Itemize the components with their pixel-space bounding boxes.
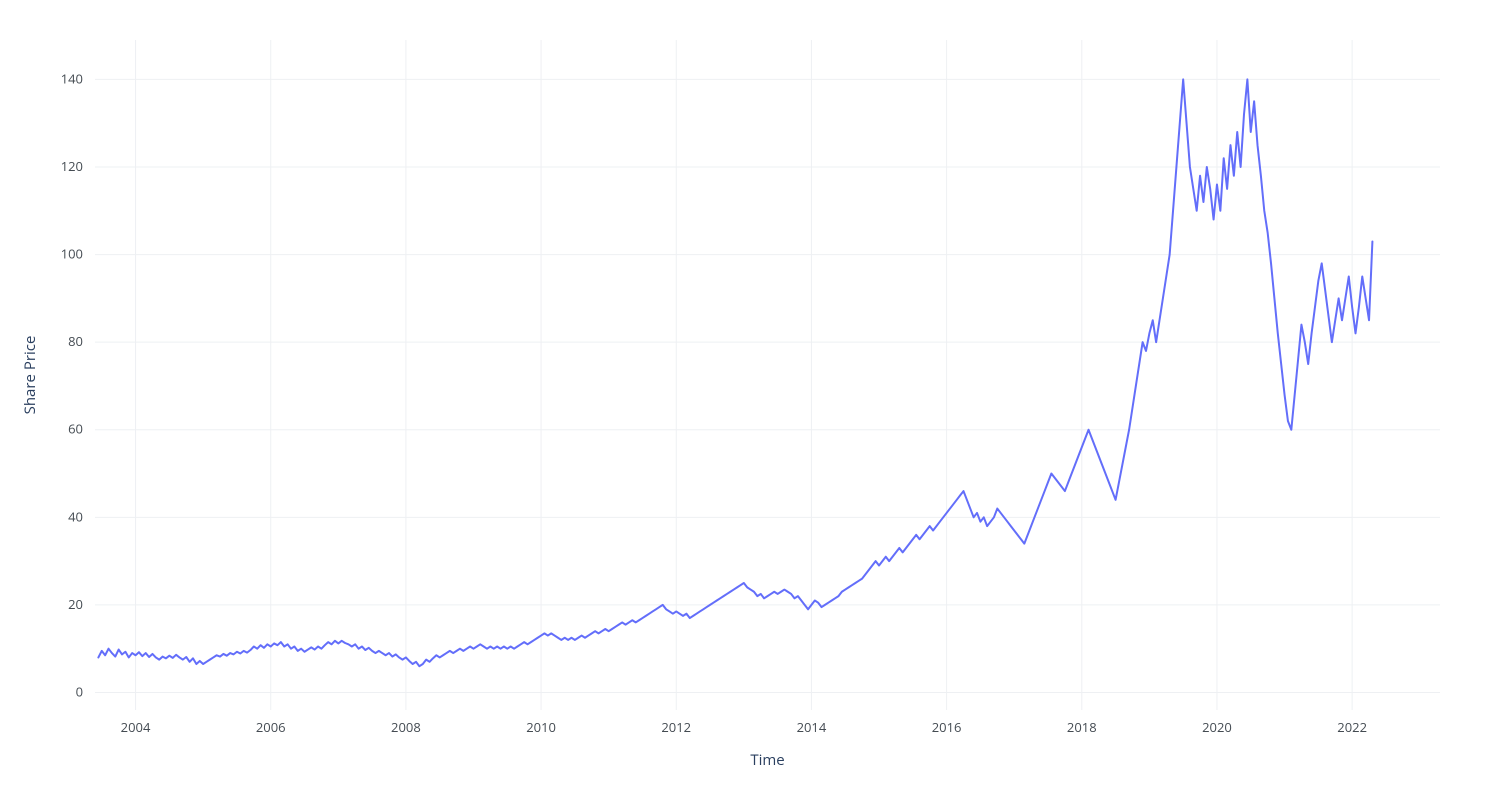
x-tick-label: 2010 bbox=[526, 718, 556, 736]
x-tick-label: 2012 bbox=[661, 718, 691, 736]
share-price-chart[interactable]: 2004 2006 2008 2010 2012 2014 2016 2018 2020 2022… bbox=[0, 0, 1500, 800]
y-tick-label: 140 bbox=[61, 69, 83, 87]
x-tick-label: 2016 bbox=[932, 718, 962, 736]
y-tick-label: 0 bbox=[76, 682, 83, 700]
x-tick-label: 2014 bbox=[797, 718, 827, 736]
x-tick-label: 2008 bbox=[391, 718, 421, 736]
x-tick-label: 2004 bbox=[121, 718, 151, 736]
y-axis-title: Share Price bbox=[20, 336, 40, 415]
y-tick-label: 120 bbox=[61, 157, 83, 175]
x-tick-label: 2018 bbox=[1067, 718, 1097, 736]
x-tick-label: 2006 bbox=[256, 718, 286, 736]
y-tick-label: 80 bbox=[68, 332, 83, 350]
x-tick-label: 2022 bbox=[1337, 718, 1367, 736]
x-tick-label: 2020 bbox=[1202, 718, 1232, 736]
y-tick-label: 40 bbox=[68, 507, 83, 525]
y-tick-label: 60 bbox=[68, 420, 83, 438]
chart-svg[interactable]: 2004 2006 2008 2010 2012 2014 2016 2018 2020 2022… bbox=[0, 0, 1500, 800]
x-axis-title: Time bbox=[750, 750, 784, 770]
y-tick-label: 100 bbox=[61, 245, 83, 263]
y-tick-label: 20 bbox=[68, 595, 83, 613]
